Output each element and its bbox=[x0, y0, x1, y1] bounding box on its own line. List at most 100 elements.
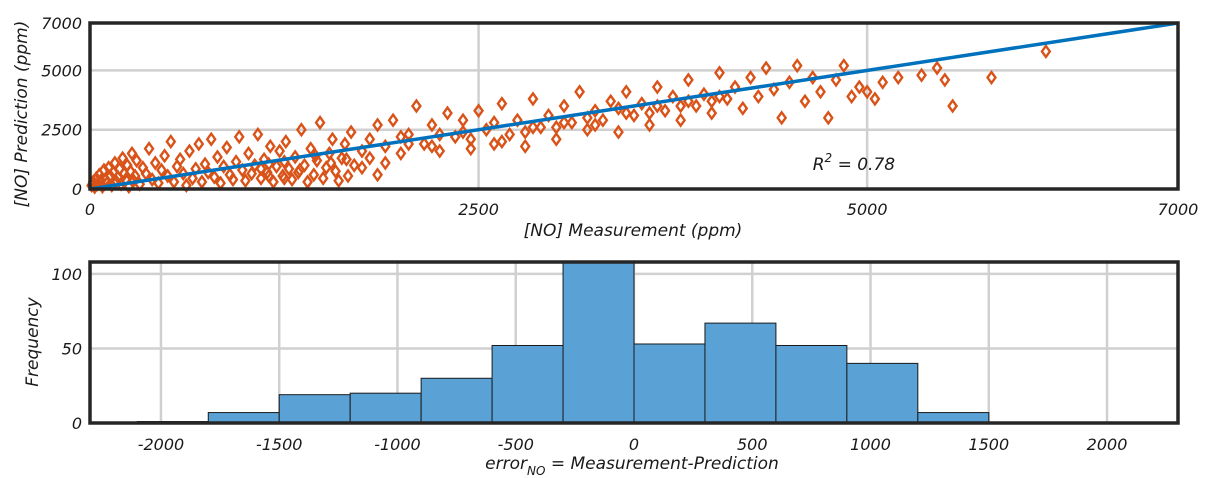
scatter-point-marker bbox=[156, 162, 167, 178]
scatter-point-marker bbox=[426, 138, 438, 154]
scatter-point-marker bbox=[760, 60, 772, 76]
scatter-point-marker bbox=[496, 96, 508, 112]
scatter-point-marker bbox=[986, 69, 997, 86]
scatter-point-marker bbox=[333, 173, 345, 189]
r-squared-base: R bbox=[813, 155, 825, 175]
histogram-x-tick-label: 500 bbox=[737, 435, 768, 454]
scatter-point-marker bbox=[330, 163, 342, 179]
scatter-point-marker bbox=[566, 115, 578, 131]
scatter-point-marker bbox=[208, 169, 220, 185]
scatter-point-marker bbox=[581, 122, 593, 138]
scatter-point-marker bbox=[511, 112, 523, 128]
scatter-point-marker bbox=[737, 100, 749, 116]
scatter-x-tick-label: 0 bbox=[85, 200, 95, 219]
scatter-point-marker bbox=[314, 115, 326, 131]
scatter-point-marker bbox=[613, 124, 624, 140]
histogram-bar bbox=[491, 344, 564, 424]
scatter-point-marker bbox=[892, 69, 904, 86]
scatter-point-marker bbox=[822, 110, 834, 126]
scatter-point-marker bbox=[162, 168, 174, 184]
histogram-x-tick-labels: -2000 -1500 -1000 -500 0 500 1000 1500 2000 bbox=[138, 435, 1128, 454]
scatter-point-marker bbox=[675, 98, 687, 114]
scatter-point-marker bbox=[184, 143, 195, 159]
scatter-point-marker bbox=[799, 93, 811, 109]
histogram-x-tick-label: -2000 bbox=[138, 435, 185, 454]
scatter-point-marker bbox=[317, 170, 329, 186]
scatter-point-marker bbox=[274, 143, 286, 159]
scatter-point-marker bbox=[283, 161, 295, 177]
scatter-point-marker bbox=[278, 170, 290, 186]
scatter-point-marker bbox=[589, 103, 601, 119]
histogram-x-label-subscript: NO bbox=[527, 464, 545, 478]
scatter-point-marker bbox=[504, 126, 516, 143]
histogram-bar bbox=[775, 344, 848, 424]
scatter-point-marker bbox=[434, 126, 446, 143]
scatter-point-marker bbox=[667, 88, 679, 105]
scatter-point-marker bbox=[294, 162, 306, 178]
scatter-point-marker bbox=[212, 149, 223, 165]
scatter-point-marker bbox=[149, 155, 161, 171]
scatter-point-marker bbox=[620, 84, 632, 100]
r-squared-annotation: R2 = 0.78 bbox=[813, 151, 896, 175]
scatter-point-marker bbox=[931, 60, 943, 76]
scatter-point-marker bbox=[597, 112, 609, 128]
scatter-point-marker bbox=[558, 98, 570, 114]
scatter-point-marker bbox=[628, 107, 640, 124]
scatter-point-marker bbox=[174, 151, 186, 167]
scatter-point-marker bbox=[348, 157, 360, 173]
scatter-point-marker bbox=[205, 131, 217, 147]
scatter-point-marker bbox=[473, 103, 485, 119]
scatter-point-marker bbox=[177, 166, 189, 182]
scatter-point-marker bbox=[465, 131, 477, 147]
histogram-plot: -2000 -1500 -1000 -500 0 500 1000 1500 2000 0 50 1… bbox=[23, 260, 1180, 478]
scatter-y-axis-label: [NO] Prediction (ppm) bbox=[12, 21, 32, 208]
scatter-point-marker bbox=[698, 86, 710, 102]
scatter-point-marker bbox=[227, 171, 239, 188]
scatter-point-marker bbox=[768, 81, 780, 97]
scatter-points bbox=[86, 43, 1052, 195]
scatter-point-marker bbox=[196, 174, 208, 190]
histogram-bar bbox=[420, 377, 493, 424]
scatter-point-marker bbox=[519, 124, 531, 140]
scatter-point-marker bbox=[853, 79, 865, 95]
scatter-point-marker bbox=[644, 117, 655, 133]
scatter-point-marker bbox=[690, 98, 702, 114]
scatter-point-marker bbox=[776, 110, 788, 126]
scatter-x-tick-label: 7000 bbox=[1158, 200, 1199, 219]
scatter-point-marker bbox=[418, 136, 430, 152]
histogram-x-tick-label: 2000 bbox=[1087, 435, 1128, 454]
scatter-point-marker bbox=[342, 168, 354, 184]
scatter-point-marker bbox=[410, 98, 422, 114]
histogram-y-tick-labels: 0 50 100 bbox=[51, 265, 82, 433]
scatter-point-marker bbox=[252, 126, 264, 143]
scatter-point-marker bbox=[659, 103, 671, 119]
scatter-point-marker bbox=[558, 115, 570, 131]
scatter-point-marker bbox=[221, 139, 233, 156]
scatter-point-marker bbox=[589, 117, 601, 133]
scatter-point-marker bbox=[327, 131, 338, 147]
scatter-point-marker bbox=[233, 129, 245, 145]
scatter-point-marker bbox=[752, 88, 764, 105]
histogram-bar bbox=[562, 261, 635, 424]
histogram-y-tick-label: 100 bbox=[51, 265, 82, 284]
scatter-point-marker bbox=[721, 91, 733, 107]
scatter-point-marker bbox=[527, 91, 539, 107]
scatter-point-marker bbox=[255, 161, 267, 177]
histogram-x-tick-label: -500 bbox=[498, 435, 534, 454]
scatter-point-marker bbox=[286, 171, 298, 188]
scatter-point-marker bbox=[527, 119, 539, 135]
scatter-point-marker bbox=[165, 134, 177, 150]
histogram-bar bbox=[704, 322, 777, 424]
scatter-point-marker bbox=[706, 105, 718, 121]
scatter-point-marker bbox=[341, 151, 352, 167]
scatter-point-marker bbox=[651, 79, 663, 95]
scatter-point-marker bbox=[644, 105, 655, 121]
scatter-point-marker bbox=[581, 110, 593, 126]
r-squared-superscript: 2 bbox=[825, 151, 833, 165]
scatter-point-marker bbox=[550, 131, 562, 147]
scatter-point-marker bbox=[877, 74, 889, 90]
scatter-point-marker bbox=[426, 117, 438, 133]
histogram-bar bbox=[349, 392, 422, 424]
scatter-point-marker bbox=[395, 145, 407, 161]
scatter-point-marker bbox=[302, 174, 314, 190]
